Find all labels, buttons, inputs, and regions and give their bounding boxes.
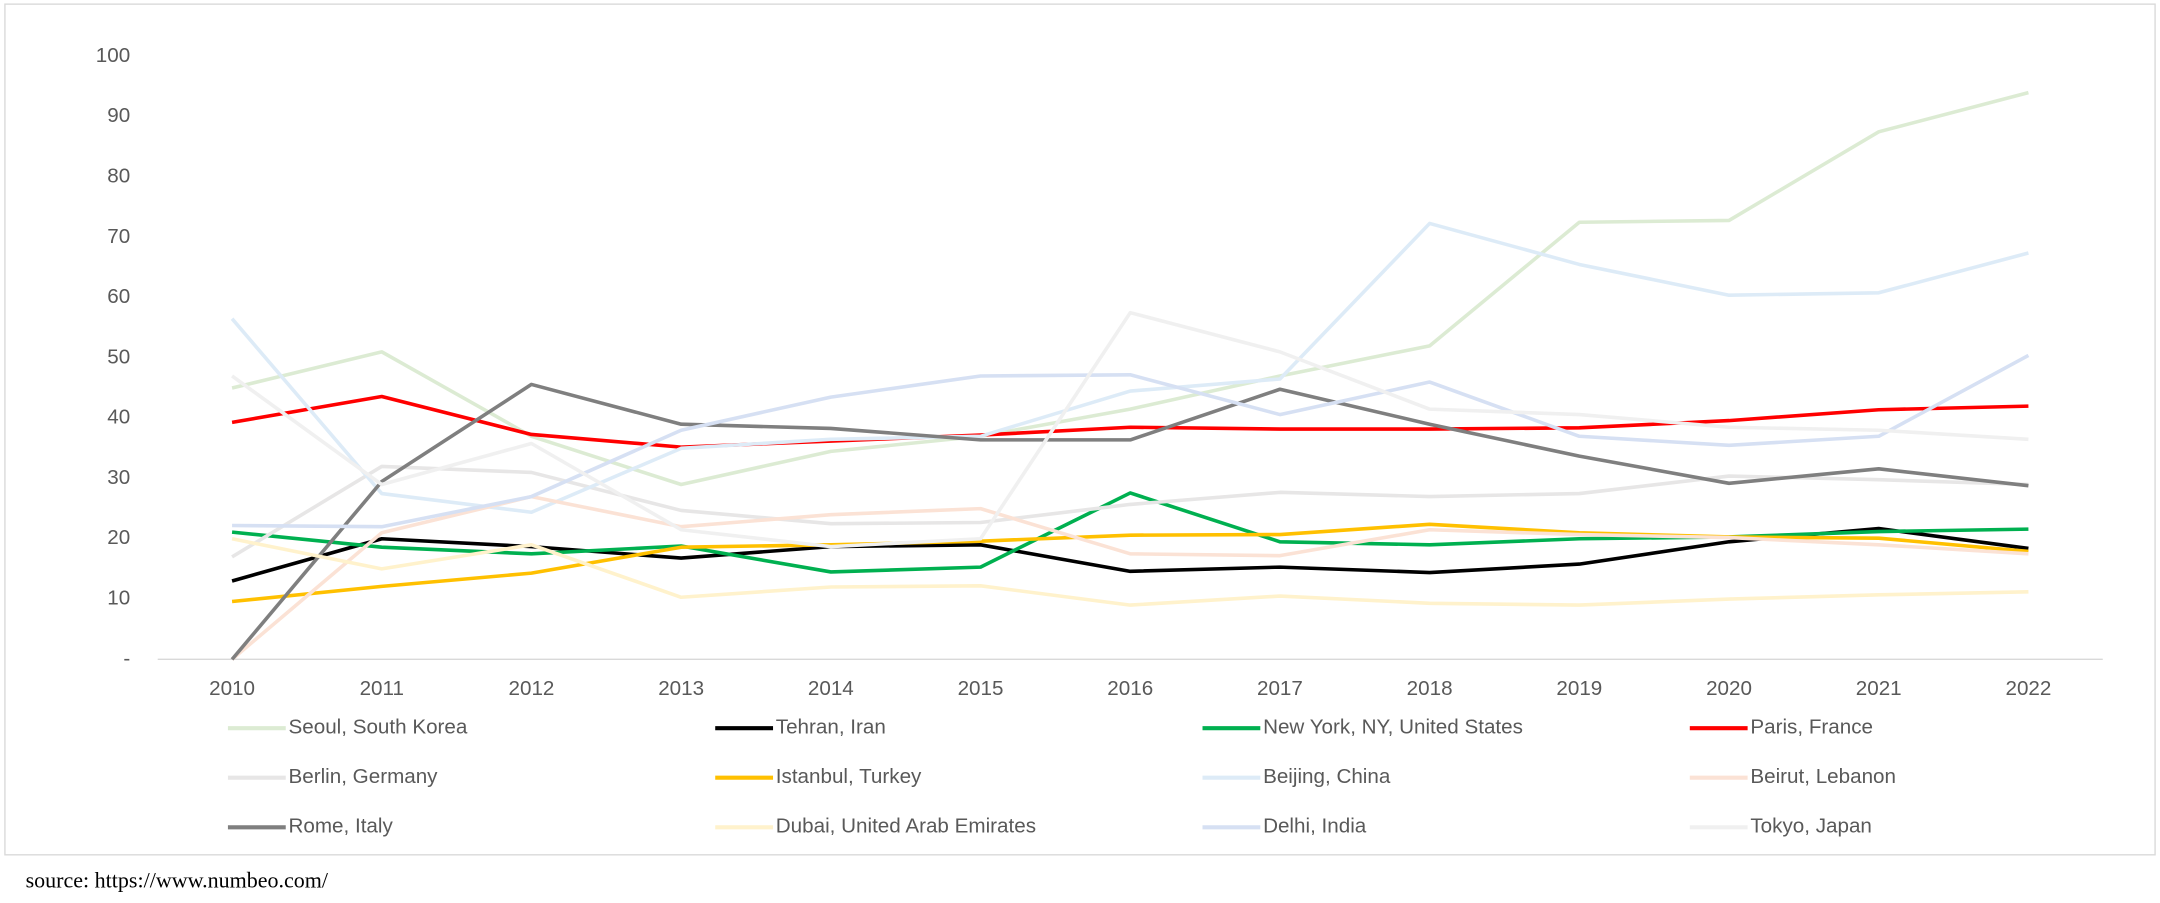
y-tick-label: 100: [96, 44, 130, 67]
y-tick-label: 40: [107, 406, 130, 429]
y-tick-label: 10: [107, 587, 130, 610]
legend-label: Berlin, Germany: [288, 765, 438, 788]
y-tick-label: 60: [107, 285, 130, 308]
legend-label: Rome, Italy: [288, 815, 393, 838]
chart-border: [4, 3, 2156, 856]
x-tick-label: 2011: [360, 677, 404, 700]
series-line: [231, 394, 2029, 449]
x-tick-label: 2021: [1856, 677, 1902, 700]
y-tick-label: 90: [107, 104, 130, 127]
legend-label: New York, NY, United States: [1263, 716, 1523, 739]
legend-label: Tokyo, Japan: [1750, 815, 1872, 838]
x-tick-label: 2014: [808, 677, 854, 700]
series-line: [230, 221, 2029, 515]
series-line: [230, 382, 2029, 661]
series-line: [231, 537, 2029, 607]
legend-label: Paris, France: [1750, 716, 1873, 739]
legend-label: Tehran, Iran: [776, 716, 886, 739]
y-tick-label: 30: [107, 466, 130, 489]
series-line: [231, 90, 2029, 487]
y-tick-label: 50: [107, 345, 130, 368]
x-tick-label: 2016: [1107, 677, 1153, 700]
y-tick-label: 80: [107, 164, 130, 187]
legend-label: Delhi, India: [1263, 815, 1367, 838]
legend-label: Beijing, China: [1263, 765, 1391, 788]
series-line: [231, 310, 2029, 549]
x-tick-label: 2015: [958, 677, 1004, 700]
x-tick-label: 2018: [1407, 677, 1453, 700]
source: source: https://www.numbeo.com/: [26, 867, 329, 892]
y-tick-label: 70: [107, 225, 130, 248]
series-line: [231, 464, 2029, 559]
legend-label: Seoul, South Korea: [288, 716, 467, 739]
series-line: [231, 522, 2029, 604]
x-tick-label: 2022: [2005, 677, 2051, 700]
x-tick-label: 2017: [1257, 677, 1303, 700]
x-tick-label: 2013: [658, 677, 704, 700]
x-tick-label: 2012: [509, 677, 555, 700]
legend-label: Istanbul, Turkey: [776, 765, 922, 788]
series-line: [232, 353, 2030, 529]
legend-label: Beirut, Lebanon: [1750, 765, 1896, 788]
y-tick-label: -: [123, 647, 130, 670]
series-line: [230, 494, 2029, 661]
x-tick-label: 2019: [1556, 677, 1602, 700]
legend-label: Dubai, United Arab Emirates: [776, 815, 1036, 838]
y-tick-label: 20: [107, 526, 130, 549]
x-tick-label: 2020: [1706, 677, 1752, 700]
x-tick-label: 2010: [209, 677, 255, 700]
